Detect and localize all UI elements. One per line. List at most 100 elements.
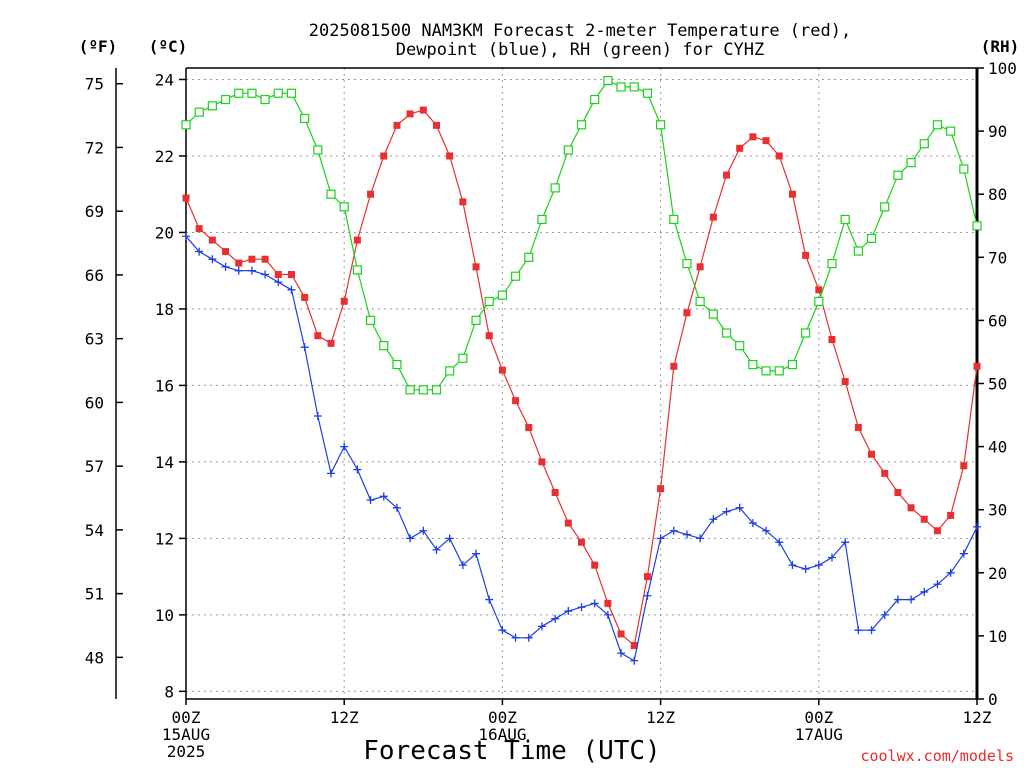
dewpoint-point — [472, 549, 481, 558]
dewpoint-point — [893, 595, 902, 604]
rh-point — [365, 315, 376, 325]
temperature-point — [696, 263, 704, 271]
dewpoint-point — [524, 633, 533, 642]
celsius-tick-label: 8 — [164, 682, 174, 701]
rh-point — [880, 202, 890, 212]
dewpoint-point — [182, 232, 190, 241]
rh-point — [932, 120, 943, 130]
rh-point — [339, 202, 349, 212]
rh-point — [655, 120, 666, 130]
dewpoint-point — [327, 469, 336, 478]
rh-point — [392, 359, 402, 370]
fahrenheit-tick-label: 69 — [85, 202, 104, 221]
rh-unit-label: (RH) — [981, 37, 1020, 56]
temperature-point — [235, 259, 243, 267]
rh-point — [669, 214, 679, 225]
dewpoint-point — [762, 526, 771, 535]
rh-point — [866, 233, 877, 243]
celsius-unit-label: (ºC) — [149, 37, 188, 56]
fahrenheit-tick-label: 48 — [85, 648, 104, 667]
temperature-point — [498, 366, 506, 374]
x-tick-label: 12Z — [330, 708, 359, 727]
credit-link[interactable]: coolwx.com/models — [860, 747, 1014, 765]
temperature-line — [185, 109, 978, 647]
temperature-point — [683, 309, 691, 317]
rh-point — [260, 94, 270, 105]
rh-point — [695, 296, 705, 307]
rh-point — [642, 88, 653, 98]
temperature-point — [551, 488, 559, 496]
rh-point — [603, 76, 613, 86]
temperature-point — [960, 462, 968, 470]
rh-point — [893, 170, 903, 180]
rh-tick-label: 0 — [988, 690, 998, 709]
x-tick-label: 00Z — [172, 708, 201, 727]
dewpoint-point — [300, 343, 309, 352]
dewpoint-point — [946, 568, 955, 577]
temperature-point — [485, 332, 493, 340]
rh-point — [194, 107, 204, 117]
temperature-point — [933, 527, 941, 535]
temperature-point — [630, 641, 638, 649]
fahrenheit-unit-label: (ºF) — [79, 37, 118, 56]
rh-point — [300, 113, 310, 124]
celsius-tick-label: 18 — [155, 300, 174, 319]
dewpoint-point — [617, 649, 626, 658]
rh-tick-label: 50 — [988, 375, 1007, 394]
rh-point — [946, 126, 956, 136]
rh-point — [471, 315, 481, 325]
rh-point — [524, 252, 534, 262]
rh-tick-label: 80 — [988, 185, 1007, 204]
temperature-point — [947, 511, 955, 519]
rh-point — [273, 88, 283, 98]
rh-series — [181, 76, 982, 395]
dewpoint-point — [511, 633, 520, 642]
temperature-point — [314, 332, 322, 340]
dewpoint-point — [814, 561, 823, 570]
temperature-point — [657, 485, 665, 493]
rh-point — [761, 366, 771, 376]
chart-title-line-2: Dewpoint (blue), RH (green) for CYHZ — [396, 40, 764, 60]
dewpoint-point — [973, 522, 981, 531]
temperature-point — [564, 519, 572, 527]
rh-point — [326, 189, 336, 199]
rh-tick-label: 60 — [988, 311, 1007, 330]
temperature-point — [749, 133, 757, 141]
rh-tick-label: 10 — [988, 627, 1007, 646]
rh-point — [853, 246, 863, 256]
dewpoint-point — [340, 442, 349, 451]
temperature-series — [182, 106, 981, 649]
dewpoint-point — [722, 507, 731, 516]
dewpoint-point — [432, 545, 441, 554]
rh-point — [550, 183, 560, 193]
temperature-point — [248, 255, 256, 263]
temperature-point — [617, 630, 625, 638]
dewpoint-point — [959, 549, 968, 558]
dewpoint-point — [920, 587, 929, 596]
temperature-point — [788, 190, 796, 198]
temperature-point — [195, 225, 203, 233]
dewpoint-point — [841, 538, 850, 547]
temperature-point — [538, 458, 546, 466]
temperature-point — [472, 263, 480, 271]
rh-point — [234, 88, 244, 98]
x-tick-label: 16AUG — [478, 725, 526, 744]
dewpoint-point — [907, 595, 916, 604]
dewpoint-point — [392, 503, 401, 512]
rh-point — [682, 259, 692, 269]
dewpoint-point — [933, 580, 942, 589]
temperature-point — [287, 271, 295, 279]
temperature-point — [907, 504, 915, 512]
rh-point — [418, 385, 428, 395]
rh-point — [181, 120, 191, 130]
rh-tick-label: 30 — [988, 501, 1007, 520]
dewpoint-point — [287, 285, 296, 294]
temperature-point — [604, 599, 612, 607]
temperature-point — [868, 450, 876, 458]
rh-point — [458, 353, 468, 363]
rh-tick-label: 100 — [988, 59, 1017, 78]
dewpoint-point — [261, 270, 270, 279]
x-tick-label: 15AUG — [162, 725, 210, 744]
temperature-point — [854, 423, 862, 431]
